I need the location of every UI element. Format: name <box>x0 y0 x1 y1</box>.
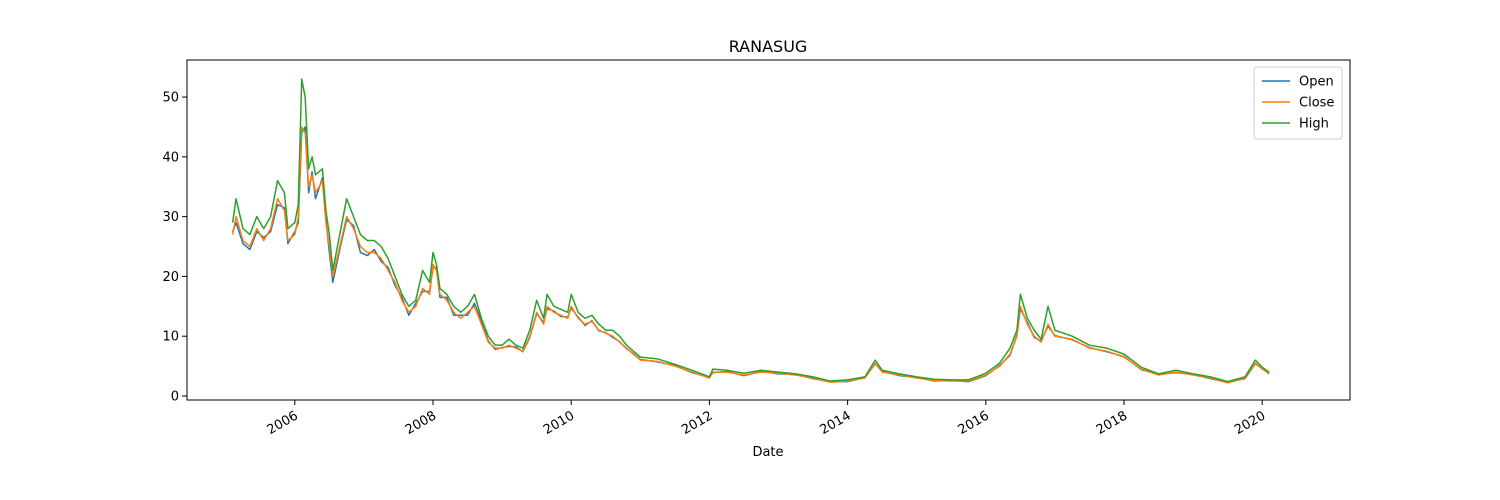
series-line <box>231 78 1270 383</box>
y-tick-label: 50 <box>162 91 179 106</box>
chart-title: RANASUG <box>729 37 808 56</box>
y-tick-label: 40 <box>162 150 179 165</box>
y-tick-label: 30 <box>162 210 179 225</box>
legend-box <box>1253 66 1343 140</box>
legend-label: Open <box>1299 75 1334 90</box>
y-tick-label: 20 <box>162 270 179 285</box>
legend-label: Close <box>1299 96 1334 111</box>
y-tick-label: 10 <box>162 330 179 345</box>
y-tick-label: 0 <box>171 389 179 404</box>
plot-frame <box>186 59 1351 401</box>
x-axis-label: Date <box>752 445 783 460</box>
series-line <box>231 126 1270 384</box>
legend-label: High <box>1299 117 1329 132</box>
